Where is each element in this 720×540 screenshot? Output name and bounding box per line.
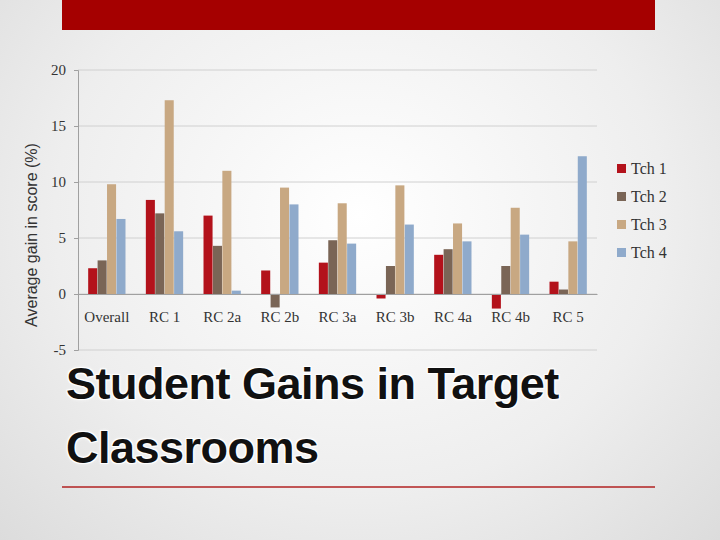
x-axis: Overall RC 1 RC 2a RC 2b RC 3a RC 3b RC 4a RC 4…: [79, 295, 598, 325]
bar: [395, 185, 404, 294]
y-tick-mark: [74, 294, 78, 295]
grid-line: [78, 350, 597, 351]
y-axis-title: Average gain in score (%): [23, 143, 40, 327]
y-tick: 10: [51, 174, 78, 190]
x-tick: RC 3a: [319, 309, 357, 325]
x-tick-label: RC 5: [553, 309, 584, 325]
bar: [174, 231, 183, 294]
y-tick-mark: [74, 126, 78, 127]
title-rule: [62, 486, 655, 488]
bar: [289, 204, 298, 294]
bar: [271, 294, 280, 307]
y-tick: 20: [51, 62, 78, 78]
bar: [434, 255, 443, 294]
bar: [501, 266, 510, 294]
y-tick-label: 10: [51, 174, 66, 190]
y-axis: -5 0 5 10 15 20: [51, 62, 79, 358]
bar: [88, 268, 97, 294]
bars: [88, 100, 587, 308]
legend-label: Tch 4: [631, 244, 667, 261]
bar: [559, 290, 568, 294]
y-tick: -5: [54, 342, 79, 358]
bar: [232, 291, 241, 294]
y-tick-mark: [74, 70, 78, 71]
bar: [204, 216, 213, 294]
x-tick-label: RC 3a: [319, 309, 357, 325]
y-tick-label: 20: [51, 62, 66, 78]
y-tick: 5: [59, 230, 79, 246]
legend-swatch: [617, 220, 626, 229]
legend-swatch: [617, 164, 626, 173]
y-tick-label: -5: [54, 342, 67, 358]
x-tick: RC 2b: [260, 309, 299, 325]
bar: [328, 240, 337, 294]
bar: [155, 213, 164, 294]
bar: [511, 208, 520, 294]
x-tick-label: Overall: [84, 309, 129, 325]
bar: [492, 294, 501, 309]
y-tick-label: 0: [59, 286, 67, 302]
legend-label: Tch 1: [631, 160, 667, 177]
bar: [520, 235, 529, 294]
bar: [568, 241, 577, 294]
bar: [386, 266, 395, 294]
y-tick-label: 5: [59, 230, 67, 246]
bar: [405, 225, 414, 294]
y-tick-mark: [74, 182, 78, 183]
bar: [578, 156, 587, 294]
x-tick-label: RC 4a: [434, 309, 472, 325]
x-tick: RC 5: [553, 309, 584, 325]
bar: [347, 244, 356, 294]
x-tick-label: RC 4b: [491, 309, 530, 325]
bar: [261, 270, 270, 294]
x-tick: RC 4a: [434, 309, 472, 325]
y-tick: 0: [59, 286, 79, 302]
legend-swatch: [617, 192, 626, 201]
bar: [462, 241, 471, 294]
title: Student Gains in Target Classrooms: [66, 352, 626, 480]
x-tick-label: RC 2a: [203, 309, 241, 325]
grid-line: [78, 126, 597, 127]
y-axis-line: [74, 71, 79, 351]
grid: [78, 70, 597, 350]
legend-swatch: [617, 248, 626, 257]
bar: [444, 249, 453, 294]
grid-line: [78, 70, 597, 71]
x-tick-label: RC 1: [149, 309, 180, 325]
x-axis-line: [79, 294, 598, 295]
x-tick: RC 2a: [203, 309, 241, 325]
bar: [116, 219, 125, 294]
bar: [213, 246, 222, 294]
bar: [338, 203, 347, 294]
bar: [222, 171, 231, 294]
x-tick: RC 1: [149, 309, 180, 325]
grid-line: [78, 182, 597, 183]
bar: [165, 100, 174, 294]
x-tick: RC 3b: [376, 309, 415, 325]
x-tick-label: RC 3b: [376, 309, 415, 325]
x-tick: Overall: [84, 309, 129, 325]
bar: [107, 184, 116, 294]
bar: [453, 223, 462, 294]
y-tick-mark: [74, 238, 78, 239]
y-tick-label: 15: [51, 118, 66, 134]
x-tick: RC 4b: [491, 309, 530, 325]
legend: Tch 1 Tch 2 Tch 3 Tch 4: [617, 160, 667, 261]
y-tick-mark: [74, 350, 78, 351]
banner: [62, 0, 655, 30]
bar: [98, 260, 107, 294]
legend-label: Tch 3: [631, 216, 667, 233]
bar: [280, 188, 289, 294]
x-tick-label: RC 2b: [260, 309, 299, 325]
y-tick: 15: [51, 118, 78, 134]
bar: [550, 282, 559, 294]
legend-label: Tch 2: [631, 188, 667, 205]
bar: [146, 200, 155, 294]
bar: [319, 263, 328, 294]
